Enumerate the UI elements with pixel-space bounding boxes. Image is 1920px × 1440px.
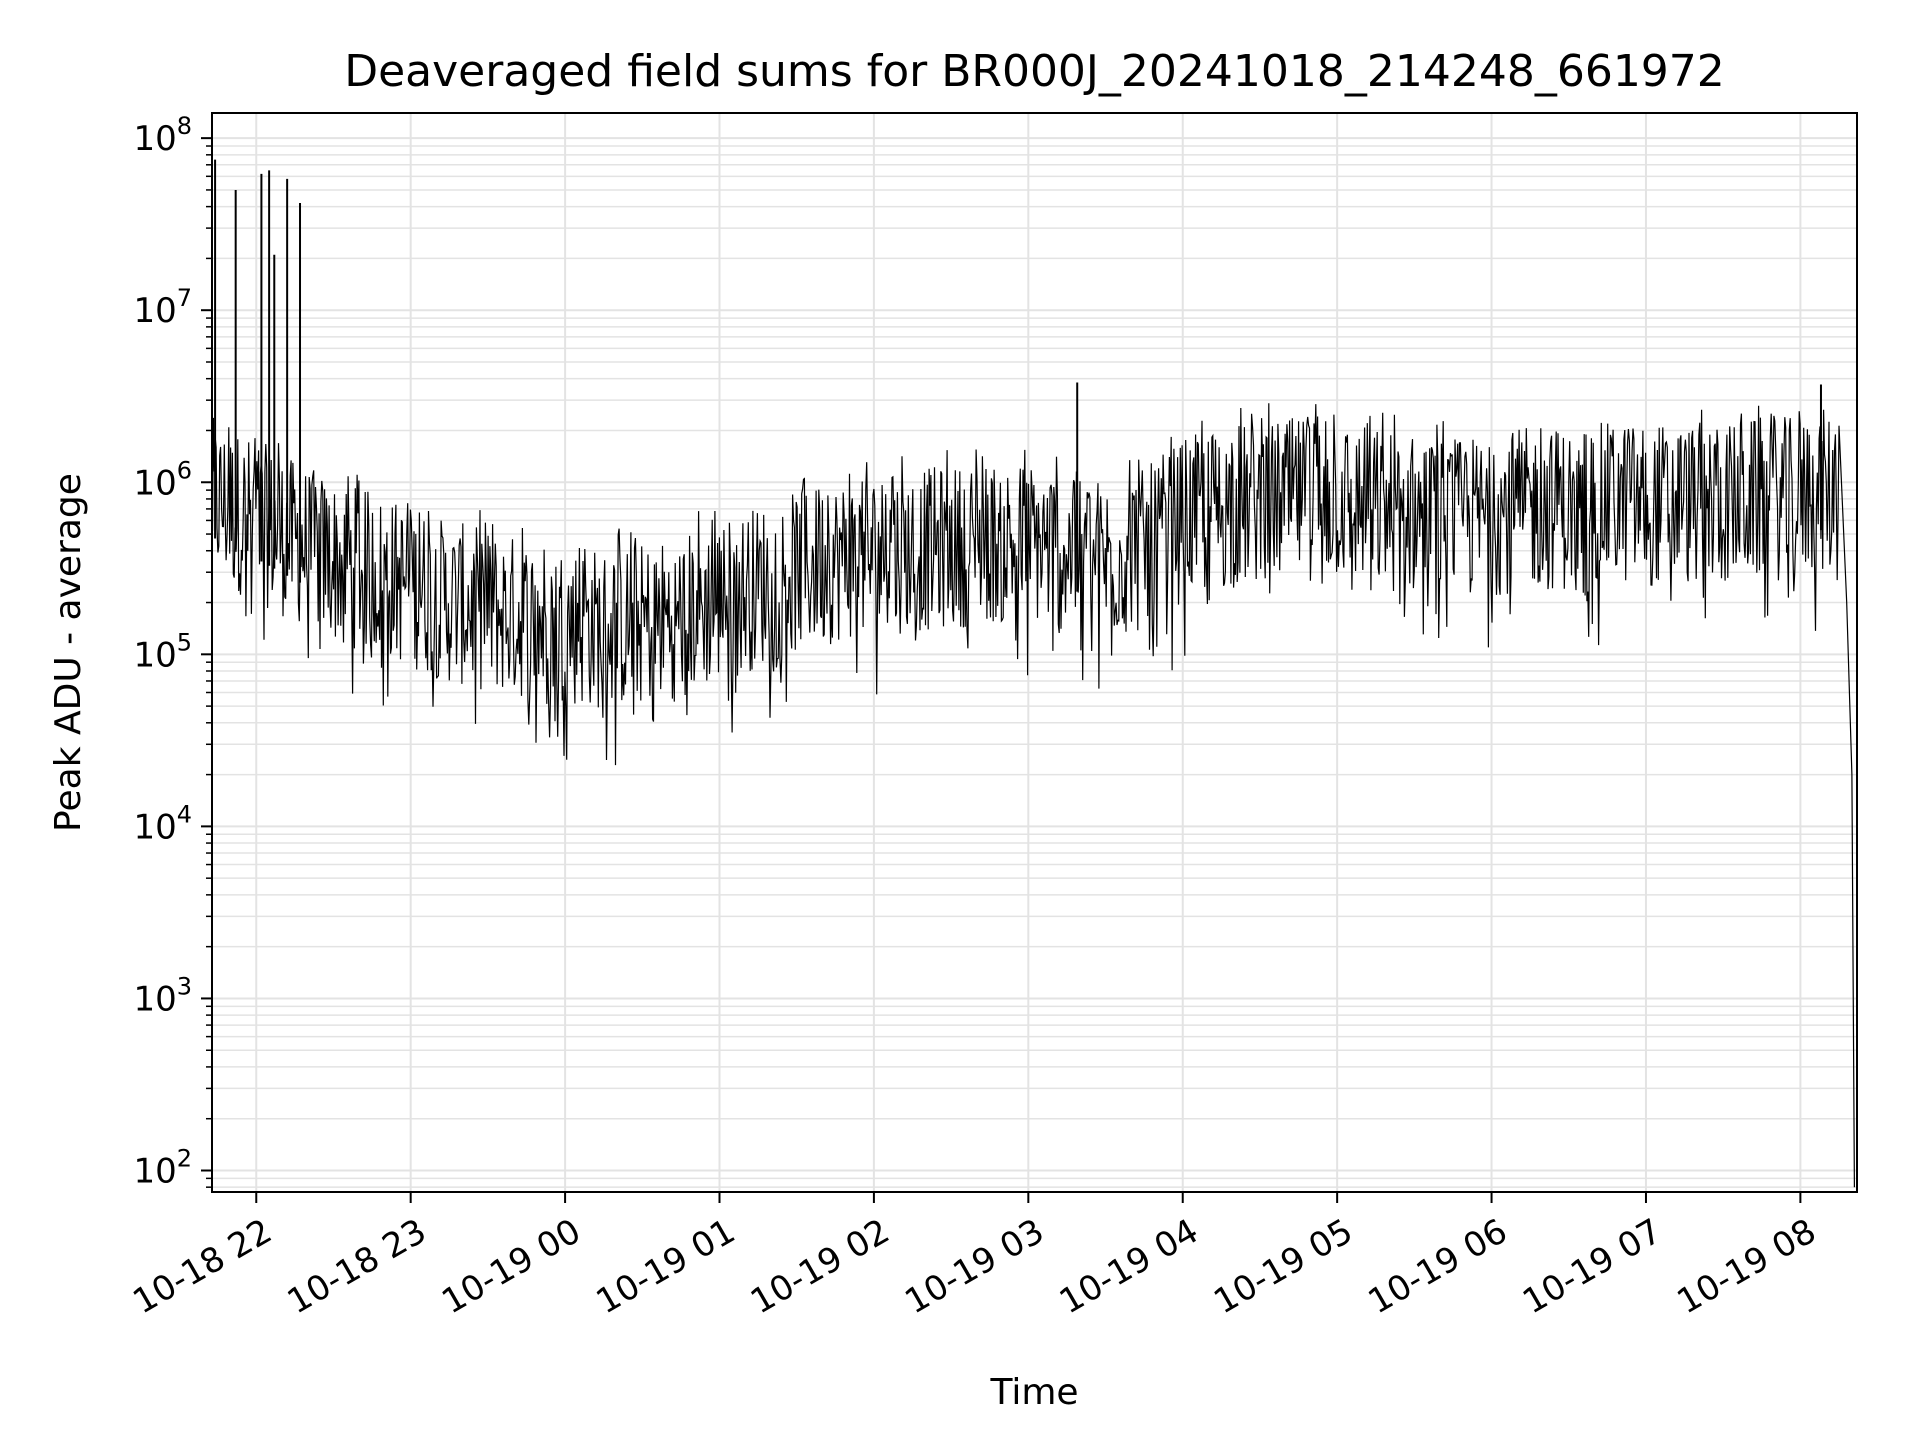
y-tick-label: 108 <box>133 112 192 159</box>
x-tick-label: 10-18 22 <box>126 1211 278 1322</box>
x-tick-label: 10-19 07 <box>1516 1211 1668 1322</box>
x-tick-label: 10-19 05 <box>1207 1211 1359 1322</box>
grid-lines <box>212 113 1857 1192</box>
x-tick-label: 10-18 23 <box>281 1211 433 1322</box>
y-tick-label: 106 <box>133 456 192 503</box>
x-tick-label: 10-19 01 <box>590 1211 742 1322</box>
x-tick-label: 10-19 00 <box>435 1211 587 1322</box>
y-tick-label: 104 <box>133 800 192 847</box>
axes-frame <box>211 112 1858 1193</box>
y-tick-label: 107 <box>133 284 192 331</box>
chart-title: Deaveraged field sums for BR000J_2024101… <box>344 46 1725 97</box>
plot-area <box>211 159 1855 1188</box>
x-tick-label: 10-19 08 <box>1670 1211 1822 1322</box>
x-tick-label: 10-19 02 <box>744 1211 896 1322</box>
y-tick-label: 102 <box>133 1145 192 1192</box>
y-axis-label: Peak ADU - average <box>48 473 89 832</box>
y-tick-label: 103 <box>133 972 192 1019</box>
x-tick-label: 10-19 04 <box>1053 1211 1205 1322</box>
x-tick-label: 10-19 03 <box>898 1211 1050 1322</box>
x-tick-label: 10-19 06 <box>1362 1211 1514 1322</box>
x-axis-label: Time <box>989 1372 1078 1413</box>
y-tick-label: 105 <box>133 628 192 675</box>
data-series-line <box>211 403 1855 1188</box>
